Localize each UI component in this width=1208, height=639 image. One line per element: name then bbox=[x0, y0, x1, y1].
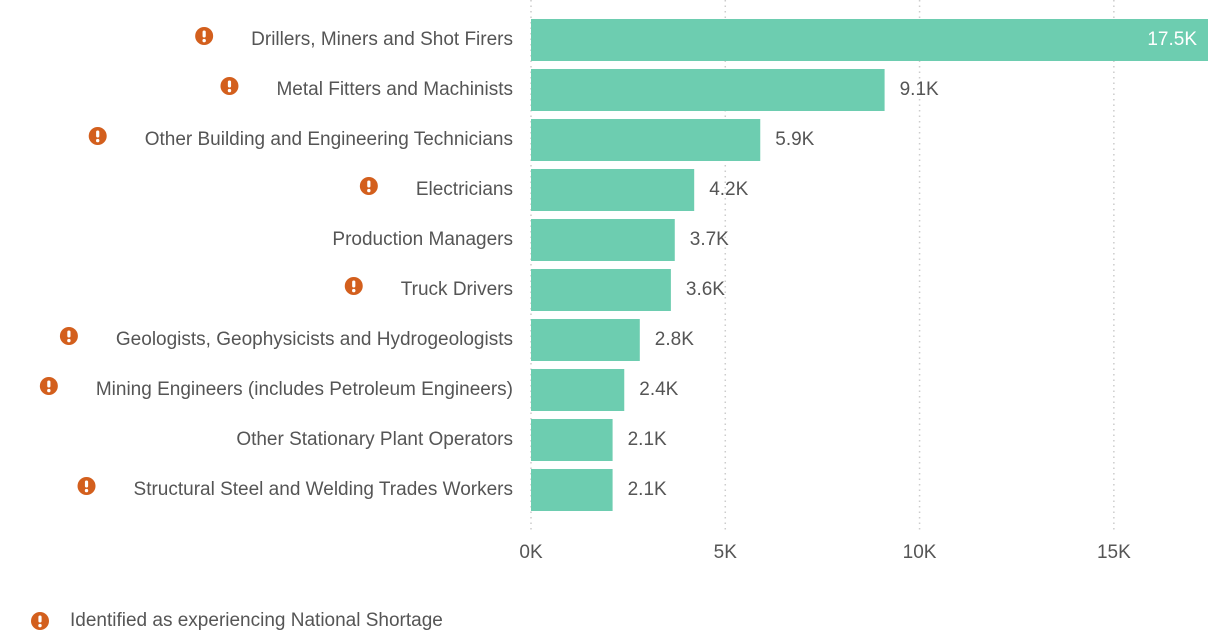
shortage-icon bbox=[344, 277, 363, 295]
value-label: 2.1K bbox=[628, 479, 667, 500]
icon-stroke bbox=[352, 280, 356, 288]
bar bbox=[531, 469, 613, 511]
bar bbox=[531, 19, 1208, 61]
icon-stroke bbox=[96, 130, 100, 138]
legend-label: Identified as experiencing National Shor… bbox=[70, 610, 443, 631]
value-label: 5.9K bbox=[775, 129, 814, 150]
category-label: Production Managers bbox=[332, 229, 513, 250]
shortage-icon bbox=[195, 27, 214, 45]
value-label: 3.6K bbox=[686, 279, 725, 300]
x-tick-label: 0K bbox=[519, 542, 543, 563]
shortage-icon bbox=[88, 127, 107, 145]
x-tick-label: 15K bbox=[1097, 542, 1131, 563]
category-label: Drillers, Miners and Shot Firers bbox=[251, 29, 513, 50]
icon-stroke bbox=[367, 180, 371, 188]
bar bbox=[531, 119, 761, 161]
value-label: 9.1K bbox=[900, 79, 939, 100]
shortage-icon bbox=[77, 477, 96, 495]
icon-dot bbox=[227, 88, 232, 93]
value-label: 3.7K bbox=[690, 229, 729, 250]
value-label: 2.1K bbox=[628, 429, 667, 450]
value-label: 17.5K bbox=[1147, 29, 1197, 50]
category-label: Structural Steel and Welding Trades Work… bbox=[134, 479, 513, 500]
icon-dot bbox=[67, 338, 71, 343]
category-label: Geologists, Geophysicists and Hydrogeolo… bbox=[116, 329, 513, 350]
icon-dot bbox=[202, 38, 206, 43]
bar bbox=[531, 369, 625, 411]
value-label: 2.8K bbox=[655, 329, 694, 350]
icon-dot bbox=[38, 623, 42, 628]
icon-stroke bbox=[38, 615, 42, 623]
shortage-icon bbox=[359, 177, 378, 195]
icon-stroke bbox=[202, 30, 206, 38]
bar bbox=[531, 269, 671, 311]
icon-dot bbox=[84, 488, 89, 493]
category-label: Truck Drivers bbox=[401, 279, 513, 300]
bar bbox=[531, 319, 640, 361]
bar bbox=[531, 219, 675, 261]
icon-stroke bbox=[47, 380, 51, 388]
icon-stroke bbox=[84, 480, 89, 488]
x-tick-label: 10K bbox=[903, 542, 937, 563]
icon-stroke bbox=[227, 80, 232, 88]
shortage-icon bbox=[31, 612, 49, 630]
icon-stroke bbox=[67, 330, 71, 338]
icon-dot bbox=[352, 288, 356, 293]
shortage-icon bbox=[220, 77, 239, 95]
category-label: Other Stationary Plant Operators bbox=[236, 429, 513, 450]
category-label: Electricians bbox=[416, 179, 513, 200]
legend: Identified as experiencing National Shor… bbox=[70, 610, 443, 631]
icon-dot bbox=[47, 388, 51, 393]
bar bbox=[531, 69, 885, 111]
category-label: Mining Engineers (includes Petroleum Eng… bbox=[96, 379, 513, 400]
category-label: Metal Fitters and Machinists bbox=[276, 79, 513, 100]
shortage-icon bbox=[59, 327, 78, 345]
x-tick-label: 5K bbox=[714, 542, 738, 563]
category-label: Other Building and Engineering Technicia… bbox=[145, 129, 513, 150]
value-label: 4.2K bbox=[709, 179, 748, 200]
shortage-icon bbox=[39, 377, 58, 395]
value-label: 2.4K bbox=[639, 379, 678, 400]
bar bbox=[531, 169, 695, 211]
icon-dot bbox=[96, 138, 100, 143]
icon-dot bbox=[367, 188, 371, 193]
bar bbox=[531, 419, 613, 461]
